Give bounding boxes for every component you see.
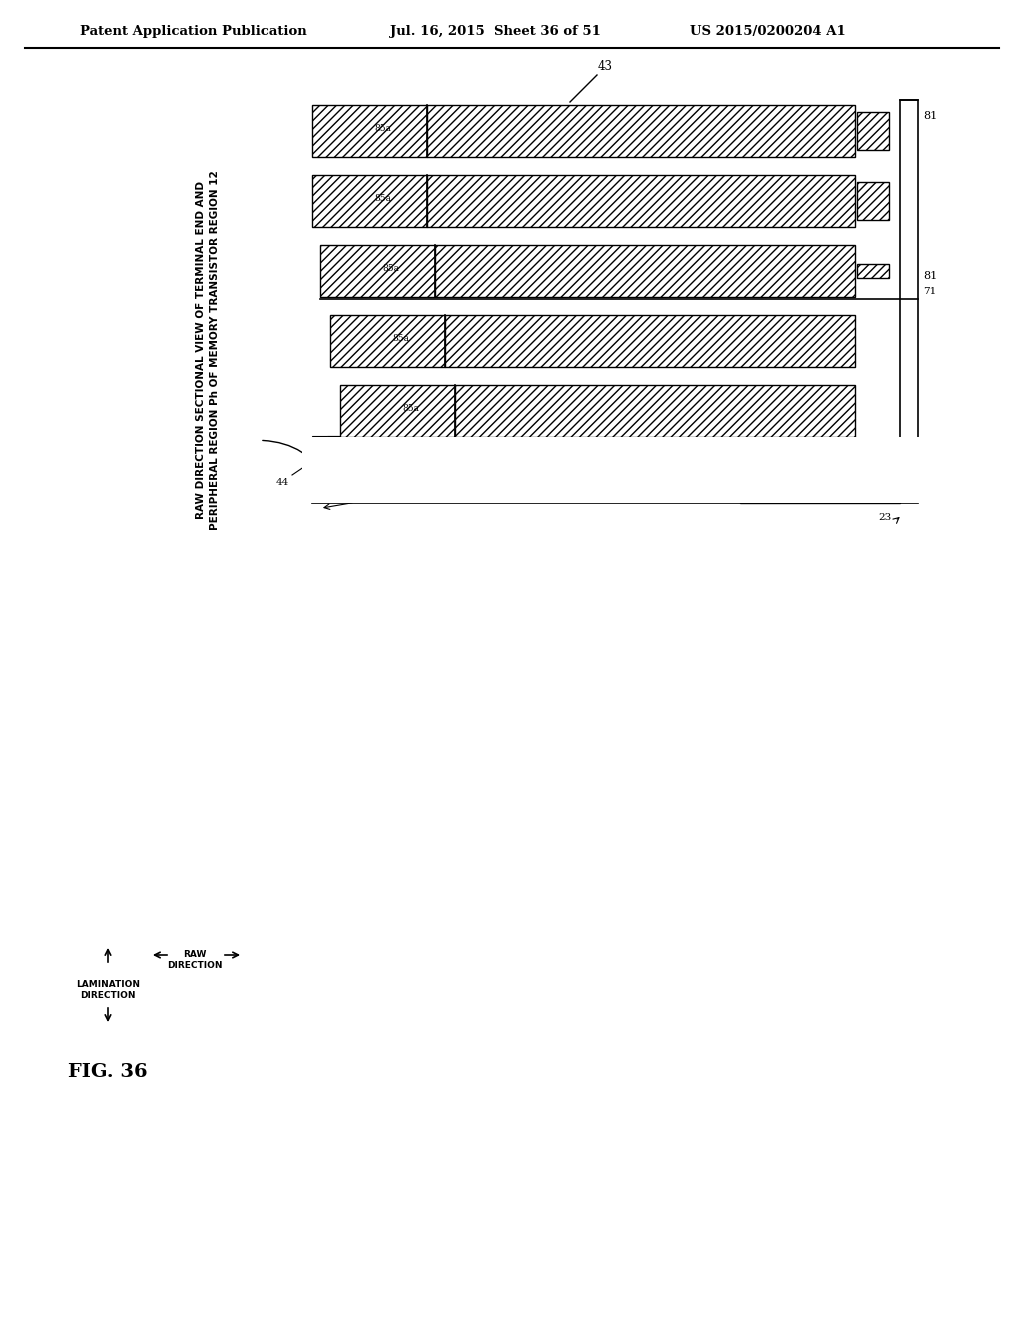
Bar <box>439 458 455 483</box>
Bar <box>396 453 740 477</box>
Bar <box>445 315 855 367</box>
Text: 31h: 31h <box>431 477 444 492</box>
Bar <box>900 100 918 442</box>
Bar <box>740 459 900 503</box>
Bar <box>325 297 900 315</box>
Bar <box>340 385 455 437</box>
Text: 34: 34 <box>354 477 367 488</box>
Bar <box>355 441 371 467</box>
Text: 85a: 85a <box>402 404 420 413</box>
Bar <box>312 436 740 459</box>
Text: RAW
DIRECTION: RAW DIRECTION <box>167 950 223 970</box>
Text: 85a: 85a <box>393 334 410 343</box>
Bar <box>330 315 445 367</box>
Text: 31a: 31a <box>823 477 837 492</box>
Text: RAW DIRECTION SECTIONAL VIEW OF TERMINAL END AND
PERIPHERAL REGION Ph OF MEMORY : RAW DIRECTION SECTIONAL VIEW OF TERMINAL… <box>197 170 219 529</box>
Text: 32b: 32b <box>744 477 758 492</box>
Bar <box>312 106 427 157</box>
Text: FIG. 36: FIG. 36 <box>68 1063 147 1081</box>
Bar <box>383 446 399 473</box>
Bar <box>480 469 740 492</box>
Text: 31d: 31d <box>666 477 680 492</box>
Text: 31e: 31e <box>588 477 601 492</box>
Text: 85a: 85a <box>375 194 392 203</box>
Text: 32c: 32c <box>692 477 706 492</box>
Text: 21: 21 <box>878 477 889 490</box>
Bar <box>319 246 435 297</box>
Text: Ba: Ba <box>903 477 915 490</box>
Bar <box>900 459 918 503</box>
Text: Patent Application Publication: Patent Application Publication <box>80 25 307 38</box>
Text: 32g: 32g <box>457 477 471 492</box>
Text: 31f: 31f <box>537 477 549 491</box>
Bar <box>857 182 889 220</box>
Text: LAMINATION
DIRECTION: LAMINATION DIRECTION <box>76 981 140 999</box>
Bar <box>857 112 889 150</box>
Text: 43: 43 <box>597 59 612 73</box>
Text: 23: 23 <box>879 513 892 523</box>
Text: 44: 44 <box>302 477 314 488</box>
Text: 44: 44 <box>275 478 289 487</box>
Bar <box>315 227 900 246</box>
Text: 22: 22 <box>851 477 863 488</box>
Bar <box>327 436 343 462</box>
Text: 83: 83 <box>860 267 873 276</box>
Bar <box>427 176 855 227</box>
Text: 33b: 33b <box>379 477 392 492</box>
Bar <box>455 385 855 437</box>
Bar <box>411 453 427 478</box>
Bar <box>427 106 855 157</box>
Text: 82: 82 <box>860 116 873 125</box>
Bar <box>307 157 900 176</box>
Text: 85a: 85a <box>358 496 376 504</box>
Text: 32d: 32d <box>640 477 653 492</box>
Bar <box>857 264 889 279</box>
Bar <box>312 176 427 227</box>
Text: 31g: 31g <box>483 477 497 492</box>
Text: 32e: 32e <box>562 477 575 492</box>
Text: 32f: 32f <box>510 477 523 491</box>
Bar <box>508 474 740 498</box>
Text: 31c: 31c <box>719 477 732 492</box>
Text: 32a: 32a <box>797 477 810 492</box>
Text: 85a: 85a <box>375 124 392 133</box>
Bar <box>368 446 740 471</box>
Text: 71: 71 <box>923 288 936 297</box>
Bar <box>452 463 740 487</box>
Bar <box>302 437 928 503</box>
Bar <box>424 458 740 482</box>
Text: 81: 81 <box>923 111 937 121</box>
Text: 81: 81 <box>923 271 937 281</box>
Text: 41: 41 <box>329 477 340 490</box>
Text: Jul. 16, 2015  Sheet 36 of 51: Jul. 16, 2015 Sheet 36 of 51 <box>390 25 601 38</box>
Bar <box>467 463 483 488</box>
Bar <box>435 246 855 297</box>
Text: 85a: 85a <box>383 264 399 273</box>
Bar <box>340 441 740 466</box>
Text: 82: 82 <box>860 186 873 195</box>
Bar <box>495 469 511 494</box>
Text: 33a: 33a <box>614 477 628 492</box>
Text: 32h: 32h <box>404 477 419 492</box>
Bar <box>335 367 900 385</box>
Text: 31b: 31b <box>770 477 784 492</box>
Text: US 2015/0200204 A1: US 2015/0200204 A1 <box>690 25 846 38</box>
